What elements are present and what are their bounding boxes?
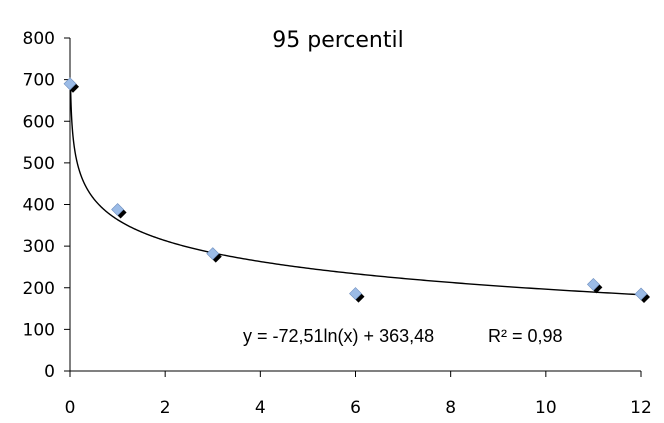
data-point-marker (63, 77, 77, 91)
x-tick-label: 12 (630, 398, 652, 418)
data-point (634, 287, 650, 303)
data-point-marker (634, 287, 648, 301)
data-point-marker (349, 287, 362, 301)
y-tick-label: 100 (23, 320, 55, 340)
y-tick-label: 500 (23, 154, 55, 174)
x-tick-label: 8 (445, 398, 456, 418)
data-points (63, 77, 650, 303)
data-point (349, 287, 365, 303)
data-point (206, 247, 222, 263)
x-tick-label: 2 (160, 398, 171, 418)
y-tick-label: 700 (23, 71, 55, 91)
trendline-equation: y = -72,51ln(x) + 363,48 (243, 326, 434, 346)
y-tick-label: 200 (23, 279, 55, 299)
x-tick-label: 6 (350, 398, 361, 418)
data-point (586, 277, 603, 294)
data-point-marker (586, 277, 600, 291)
data-point (111, 203, 127, 219)
x-tick-label: 0 (65, 398, 76, 418)
y-tick-label: 0 (44, 362, 55, 382)
x-tick-label: 10 (535, 398, 557, 418)
trendline-r-squared: R² = 0,98 (488, 326, 563, 346)
data-point (63, 77, 79, 93)
trendline (69, 86, 642, 296)
axes: 0 100 200 300 400 500 600 700 800 0 2 4 6 8 10 12 (23, 29, 652, 418)
y-tick-label: 400 (23, 196, 55, 216)
trendline-group (69, 86, 642, 296)
x-tick-label: 4 (255, 398, 266, 418)
y-tick-label: 800 (23, 29, 55, 49)
y-tick-label: 600 (23, 112, 55, 132)
data-point-marker (206, 247, 220, 261)
data-point-marker (111, 203, 125, 216)
y-tick-label: 300 (23, 237, 55, 257)
chart-title: 95 percentil (272, 28, 403, 53)
